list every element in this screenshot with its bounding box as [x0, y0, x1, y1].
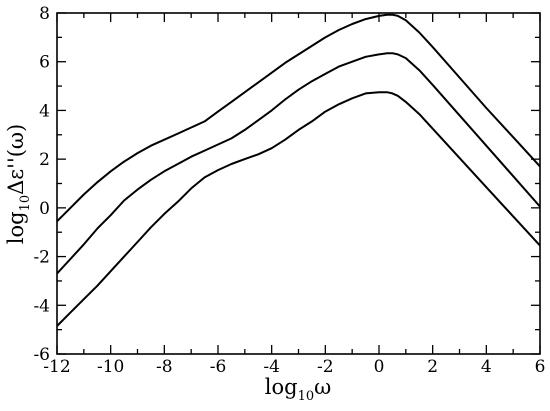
y-axis-label: log10Δε''(ω) [4, 124, 33, 244]
plot-lines [56, 13, 541, 327]
y-tick-label: 0 [39, 199, 50, 219]
y-axis-ticks: -6 -4 -2 0 2 4 6 8 [33, 4, 540, 365]
y-tick-label: 4 [39, 101, 50, 121]
series-line-1 [56, 13, 541, 223]
x-tick-label: -2 [317, 357, 334, 377]
series-line-2 [56, 52, 541, 275]
y-tick-label: -6 [33, 345, 50, 365]
x-tick-label: -6 [210, 357, 227, 377]
x-axis-label: log10ω [265, 375, 331, 404]
x-tick-label: 0 [374, 357, 385, 377]
x-tick-label: -10 [97, 357, 124, 377]
y-tick-label: -2 [33, 248, 50, 268]
x-tick-label: 6 [535, 357, 546, 377]
y-tick-label: 8 [39, 4, 50, 24]
y-tick-label: 6 [39, 53, 50, 73]
series-line-3 [56, 91, 541, 327]
x-axis-ticks: -12 -10 -8 -6 -4 -2 0 2 4 6 [43, 13, 545, 377]
x-tick-label: 4 [481, 357, 492, 377]
plot-frame [56, 12, 541, 355]
y-tick-label: 2 [39, 150, 50, 170]
x-tick-label: -8 [156, 357, 173, 377]
x-tick-label: -4 [263, 357, 280, 377]
x-tick-label: 2 [427, 357, 438, 377]
y-tick-label: -4 [33, 296, 50, 316]
x-tick-label: -12 [43, 357, 70, 377]
